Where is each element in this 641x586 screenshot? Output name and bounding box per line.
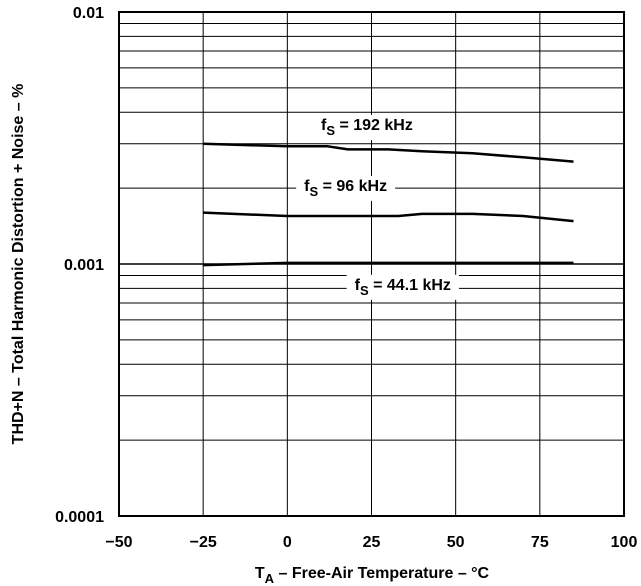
series-label-1: fS = 96 kHz [304, 178, 387, 199]
y-tick-label: 0.01 [73, 5, 104, 22]
series-label-background [346, 274, 459, 300]
x-tick-label: 0 [283, 534, 292, 551]
x-tick-label: 25 [363, 534, 381, 551]
y-tick-label: 0.0001 [55, 509, 104, 526]
y-tick-labels: 0.0001 0.001 0.01 [55, 5, 104, 526]
series-line-0 [203, 142, 574, 163]
series-label-0: fS = 192 kHz [321, 117, 413, 138]
plot-frame [118, 11, 625, 517]
y-axis-label: THD+N – Total Harmonic Distortion + Nois… [10, 84, 27, 445]
x-tick-labels: −50 −25 0 25 50 75 100 [105, 534, 637, 551]
series-label-background [296, 175, 396, 201]
series-label-2: fS = 44.1 kHz [355, 277, 451, 298]
series-line-1 [203, 211, 574, 223]
x-axis-label: TA – Free-Air Temperature – °C [255, 565, 490, 586]
x-tick-label: −25 [190, 534, 217, 551]
series-line-2 [203, 261, 574, 267]
y-tick-label: 0.001 [64, 257, 104, 274]
series-group: fS = 192 kHz fS = 96 kHz fS = 44.1 kHz [203, 115, 574, 300]
x-tick-label: 50 [447, 534, 465, 551]
x-tick-label: 75 [531, 534, 549, 551]
x-tick-label: 100 [611, 534, 638, 551]
series-label-background [313, 115, 421, 141]
x-tick-label: −50 [105, 534, 132, 551]
